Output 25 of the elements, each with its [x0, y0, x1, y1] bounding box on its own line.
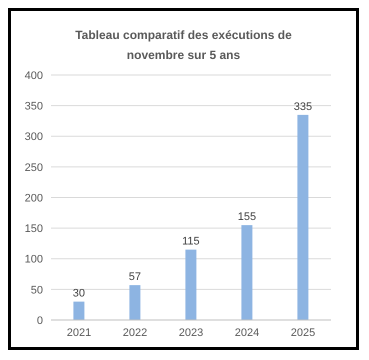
- y-tick-label: 400: [24, 70, 43, 82]
- x-tick-label: 2024: [234, 326, 260, 339]
- x-tick-label: 2021: [66, 326, 92, 339]
- x-tick-label: 2025: [290, 326, 316, 339]
- data-label: 57: [128, 271, 142, 284]
- bar: [241, 225, 252, 320]
- y-tick-label: 350: [24, 100, 43, 113]
- y-tick-label: 250: [24, 162, 43, 174]
- y-tick-label: 200: [24, 192, 43, 204]
- x-tick-label: 2023: [178, 326, 204, 339]
- bar: [73, 302, 84, 320]
- bar: [297, 114, 308, 320]
- data-label: 30: [72, 288, 86, 300]
- data-label: 335: [294, 100, 312, 113]
- y-tick-label: 50: [30, 284, 43, 296]
- data-label: 115: [182, 236, 200, 248]
- chart-title: Tableau comparatif des exécutions de novembre sur 5 ans: [74, 27, 293, 64]
- bar: [185, 250, 196, 320]
- y-tick-label: 100: [24, 254, 43, 266]
- y-tick-label: 150: [24, 223, 43, 236]
- y-tick-label: 0: [36, 314, 43, 327]
- data-label: 155: [238, 211, 256, 224]
- x-tick-label: 2022: [122, 326, 148, 339]
- y-tick-label: 300: [24, 131, 43, 144]
- bar: [129, 285, 140, 320]
